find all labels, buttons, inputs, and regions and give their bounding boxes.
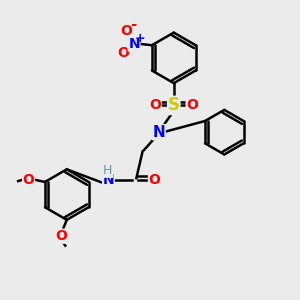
Text: O: O bbox=[121, 24, 133, 38]
Text: O: O bbox=[22, 172, 34, 187]
Text: H: H bbox=[103, 164, 112, 177]
Text: O: O bbox=[55, 229, 67, 243]
Text: +: + bbox=[134, 32, 145, 45]
Text: N: N bbox=[128, 37, 140, 51]
Text: -: - bbox=[130, 17, 136, 32]
Text: O: O bbox=[186, 98, 198, 112]
Text: O: O bbox=[149, 98, 161, 112]
Text: S: S bbox=[168, 96, 180, 114]
Text: N: N bbox=[152, 125, 165, 140]
Text: N: N bbox=[103, 173, 114, 187]
Text: O: O bbox=[148, 173, 160, 187]
Text: O: O bbox=[117, 46, 129, 60]
